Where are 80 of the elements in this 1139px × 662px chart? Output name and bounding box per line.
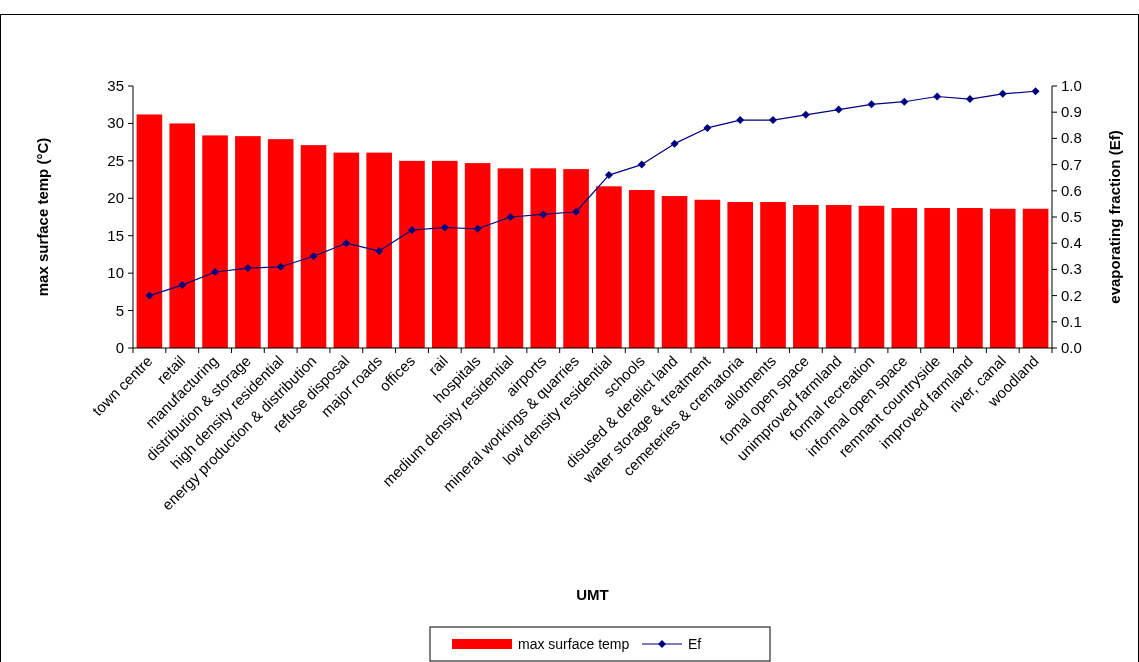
point xyxy=(506,213,515,221)
point xyxy=(736,116,745,125)
y-axis-title: max surface temp (°C) xyxy=(34,137,51,297)
point xyxy=(867,100,876,109)
point xyxy=(1031,87,1040,96)
x-axis-title: UMT xyxy=(576,586,609,603)
point xyxy=(801,110,810,119)
bar xyxy=(267,139,294,348)
bar xyxy=(661,196,688,348)
point xyxy=(407,226,416,235)
y-tick-label: 25 xyxy=(107,151,124,169)
y2-tick-label: 0.0 xyxy=(1061,339,1082,356)
point xyxy=(670,139,679,148)
point xyxy=(309,252,318,261)
point xyxy=(965,95,974,104)
y-tick-label: 30 xyxy=(107,114,124,132)
bar xyxy=(727,202,753,348)
y-tick-label: 20 xyxy=(107,189,124,207)
point xyxy=(145,291,154,300)
point xyxy=(900,97,909,106)
bar xyxy=(563,169,589,348)
bar xyxy=(235,136,261,348)
bar xyxy=(825,205,852,348)
legend-label: Ef xyxy=(688,636,702,652)
bar xyxy=(169,123,196,348)
bar xyxy=(628,190,655,348)
y2-tick-label: 1.0 xyxy=(1061,77,1082,94)
y-tick-label: 5 xyxy=(115,301,124,319)
y-tick-label: 35 xyxy=(107,77,124,94)
point xyxy=(637,160,646,169)
bar xyxy=(497,168,524,348)
point xyxy=(933,92,942,101)
point xyxy=(572,207,581,216)
point xyxy=(243,264,252,273)
y2-tick-label: 0.7 xyxy=(1061,155,1082,173)
point xyxy=(539,210,548,219)
bar xyxy=(858,205,885,348)
point xyxy=(703,123,712,132)
bar xyxy=(300,145,327,348)
bar xyxy=(432,160,458,348)
y2-tick-label: 0.3 xyxy=(1061,260,1082,278)
bar xyxy=(694,199,721,348)
y2-tick-label: 0.6 xyxy=(1061,181,1082,199)
bar xyxy=(793,205,819,348)
bar xyxy=(957,208,983,348)
bar xyxy=(596,186,622,348)
point xyxy=(604,171,613,180)
point xyxy=(211,268,220,277)
y2-tick-label: 0.5 xyxy=(1061,208,1082,225)
bar xyxy=(136,114,163,348)
point xyxy=(998,89,1007,98)
point xyxy=(769,116,778,125)
point xyxy=(276,262,285,271)
bar xyxy=(760,202,786,348)
point xyxy=(178,281,187,290)
bar xyxy=(333,152,360,348)
bar xyxy=(989,208,1016,348)
bar xyxy=(202,135,228,348)
point xyxy=(342,239,351,248)
y-tick-label: 15 xyxy=(107,226,124,244)
bar xyxy=(1022,208,1049,348)
bar xyxy=(366,152,392,348)
y-tick-label: 0 xyxy=(115,339,124,356)
bar xyxy=(399,160,425,348)
bar xyxy=(924,208,950,348)
bar xyxy=(464,163,491,348)
bar xyxy=(530,168,557,348)
y2-tick-label: 0.2 xyxy=(1061,286,1082,304)
bar xyxy=(891,208,918,348)
y2-tick-label: 0.9 xyxy=(1061,103,1082,121)
point xyxy=(834,105,843,114)
legend-label: max surface temp xyxy=(518,636,630,652)
y2-tick-label: 0.4 xyxy=(1061,234,1082,252)
y2-tick-label: 0.8 xyxy=(1061,129,1082,147)
point xyxy=(375,247,384,256)
point xyxy=(440,223,449,232)
y2-tick-label: 0.1 xyxy=(1061,312,1082,330)
y2-axis-title: evaporating fraction (Ef) xyxy=(1106,130,1123,304)
y-tick-label: 10 xyxy=(107,264,124,282)
point xyxy=(473,224,482,233)
